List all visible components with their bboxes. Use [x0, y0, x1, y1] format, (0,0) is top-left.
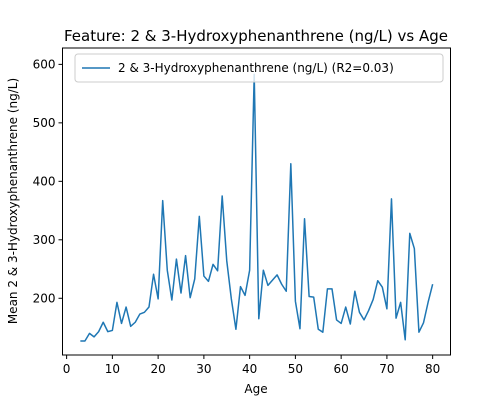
- x-tick-label: 80: [425, 362, 440, 376]
- chart-title: Feature: 2 & 3-Hydroxyphenanthrene (ng/L…: [64, 27, 448, 45]
- y-tick-label: 600: [33, 57, 56, 71]
- x-tick-label: 50: [288, 362, 303, 376]
- plot-frame: [62, 47, 451, 356]
- x-tick-label: 10: [105, 362, 120, 376]
- x-tick-label: 20: [150, 362, 165, 376]
- legend: 2 & 3-Hydroxyphenanthrene (ng/L) (R2=0.0…: [74, 53, 444, 83]
- series-line-0: [80, 73, 434, 342]
- x-tick-label: 40: [242, 362, 257, 376]
- legend-entry-label: 2 & 3-Hydroxyphenanthrene (ng/L) (R2=0.0…: [118, 61, 394, 75]
- x-tick-label: 0: [63, 362, 71, 376]
- y-tick-label: 300: [33, 233, 56, 247]
- x-tick-label: 60: [334, 362, 349, 376]
- plot-content: [80, 73, 434, 342]
- legend-box: [74, 53, 444, 83]
- y-tick-label: 500: [33, 116, 56, 130]
- y-tick-label: 400: [33, 174, 56, 188]
- y-axis-ticks: 200 300 400 500 600: [33, 57, 63, 305]
- y-axis-label: Mean 2 & 3-Hydroxyphenanthrene (ng/L): [6, 78, 20, 324]
- x-axis-label: Age: [244, 382, 267, 396]
- x-tick-label: 70: [379, 362, 394, 376]
- x-tick-label: 30: [196, 362, 211, 376]
- y-tick-label: 200: [33, 291, 56, 305]
- x-axis-ticks: 0 10 20 30 40 50 60 70 80: [63, 355, 440, 376]
